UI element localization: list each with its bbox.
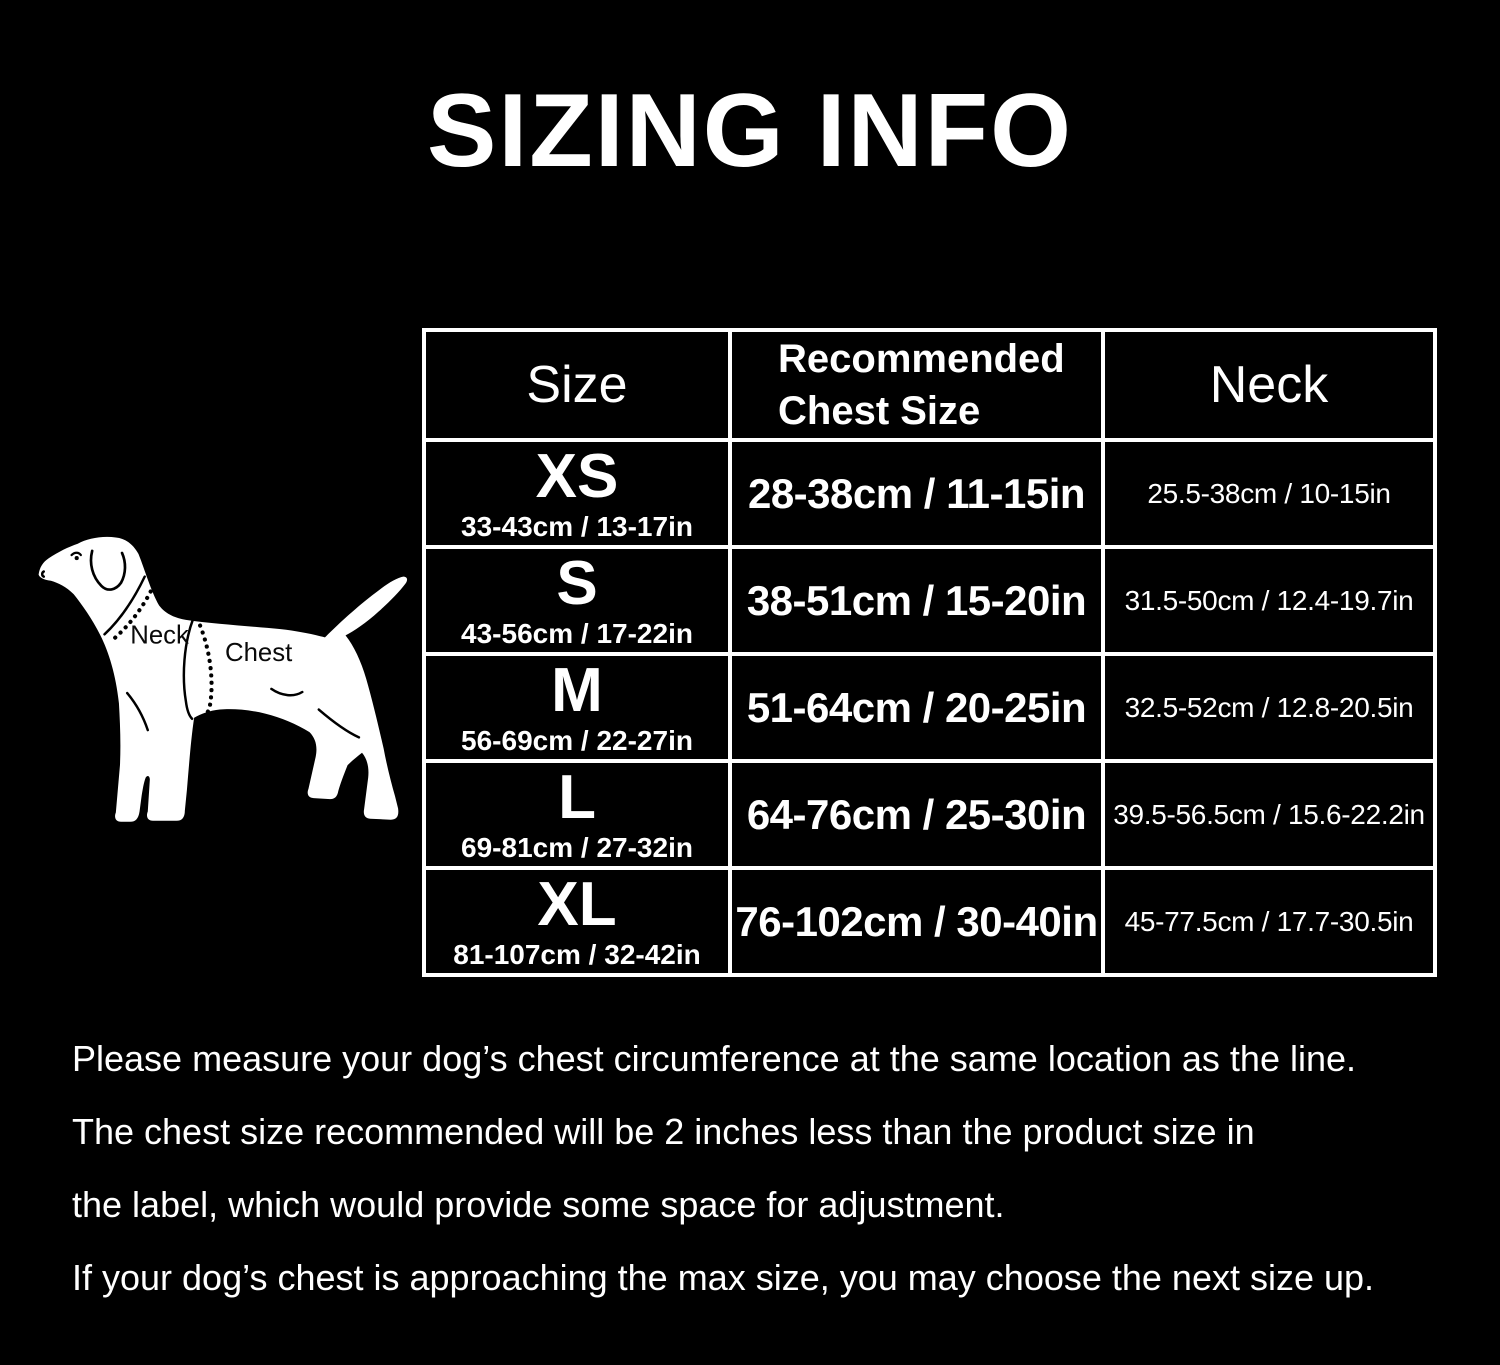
- col-header-chest-label: Recommended Chest Size: [778, 337, 1065, 433]
- row-l-chest-cell: 64-76cm / 25-30in: [732, 763, 1101, 866]
- row-xl-chest-cell: 76-102cm / 30-40in: [732, 870, 1101, 973]
- size-value: XL: [537, 869, 617, 939]
- col-header-chest: Recommended Chest Size: [732, 332, 1101, 438]
- col-header-neck: Neck: [1105, 332, 1433, 438]
- row-l-size-cell: L 69-81cm / 27-32in: [426, 763, 728, 866]
- note-line: If your dog’s chest is approaching the m…: [72, 1257, 1375, 1298]
- dog-ear-line: [89, 549, 127, 591]
- row-xl-size-cell: XL 81-107cm / 32-42in: [426, 870, 728, 973]
- size-range: 33-43cm / 13-17in: [461, 511, 693, 543]
- dog-eye-icon: [70, 551, 82, 557]
- dog-flank-line: [270, 687, 304, 697]
- chest-measure-dotted-line: [193, 616, 214, 723]
- row-s-neck-cell: 31.5-50cm / 12.4-19.7in: [1105, 549, 1433, 652]
- size-value: S: [556, 548, 598, 618]
- dog-measurement-diagram: Neck Chest: [28, 520, 420, 932]
- dog-mouth-line: [40, 579, 66, 598]
- neck-measure-dotted-line: [108, 582, 157, 644]
- dog-silhouette: [38, 536, 408, 822]
- note-line: the label, which would provide some spac…: [72, 1184, 1005, 1225]
- page-title: SIZING INFO: [427, 73, 1073, 189]
- size-range: 43-56cm / 17-22in: [461, 618, 693, 650]
- note-line: Please measure your dog’s chest circumfe…: [72, 1038, 1357, 1079]
- row-xs-chest-cell: 28-38cm / 11-15in: [732, 442, 1101, 545]
- row-m-chest-cell: 51-64cm / 20-25in: [732, 656, 1101, 759]
- dog-eye-dot: [74, 556, 79, 561]
- row-l-neck-cell: 39.5-56.5cm / 15.6-22.2in: [1105, 763, 1433, 866]
- row-m-neck-cell: 32.5-52cm / 12.8-20.5in: [1105, 656, 1433, 759]
- measurement-notes: Please measure your dog’s chest circumfe…: [72, 1036, 1472, 1328]
- size-value: XS: [535, 441, 619, 511]
- row-s-chest-cell: 38-51cm / 15-20in: [732, 549, 1101, 652]
- size-table: Size Recommended Chest Size Neck XS 33-4…: [422, 328, 1437, 977]
- dog-stifle-line: [317, 708, 361, 739]
- size-value: M: [551, 655, 603, 725]
- size-range: 56-69cm / 22-27in: [461, 725, 693, 757]
- col-header-size: Size: [426, 332, 728, 438]
- neck-label: Neck: [130, 622, 189, 650]
- row-s-size-cell: S 43-56cm / 17-22in: [426, 549, 728, 652]
- row-xs-size-cell: XS 33-43cm / 13-17in: [426, 442, 728, 545]
- row-m-size-cell: M 56-69cm / 22-27in: [426, 656, 728, 759]
- neck-measure-solid-line: [103, 575, 146, 636]
- row-xl-neck-cell: 45-77.5cm / 17.7-30.5in: [1105, 870, 1433, 973]
- row-xs-neck-cell: 25.5-38cm / 10-15in: [1105, 442, 1433, 545]
- note-line: The chest size recommended will be 2 inc…: [72, 1111, 1255, 1152]
- dog-nose-line: [40, 570, 45, 578]
- size-range: 69-81cm / 27-32in: [461, 832, 693, 864]
- size-range: 81-107cm / 32-42in: [453, 939, 701, 971]
- chest-measure-solid-line: [182, 617, 195, 721]
- dog-elbow-line: [125, 691, 150, 732]
- dog-illustration: Neck Chest: [38, 536, 408, 822]
- chest-label: Chest: [225, 639, 292, 667]
- size-value: L: [558, 762, 596, 832]
